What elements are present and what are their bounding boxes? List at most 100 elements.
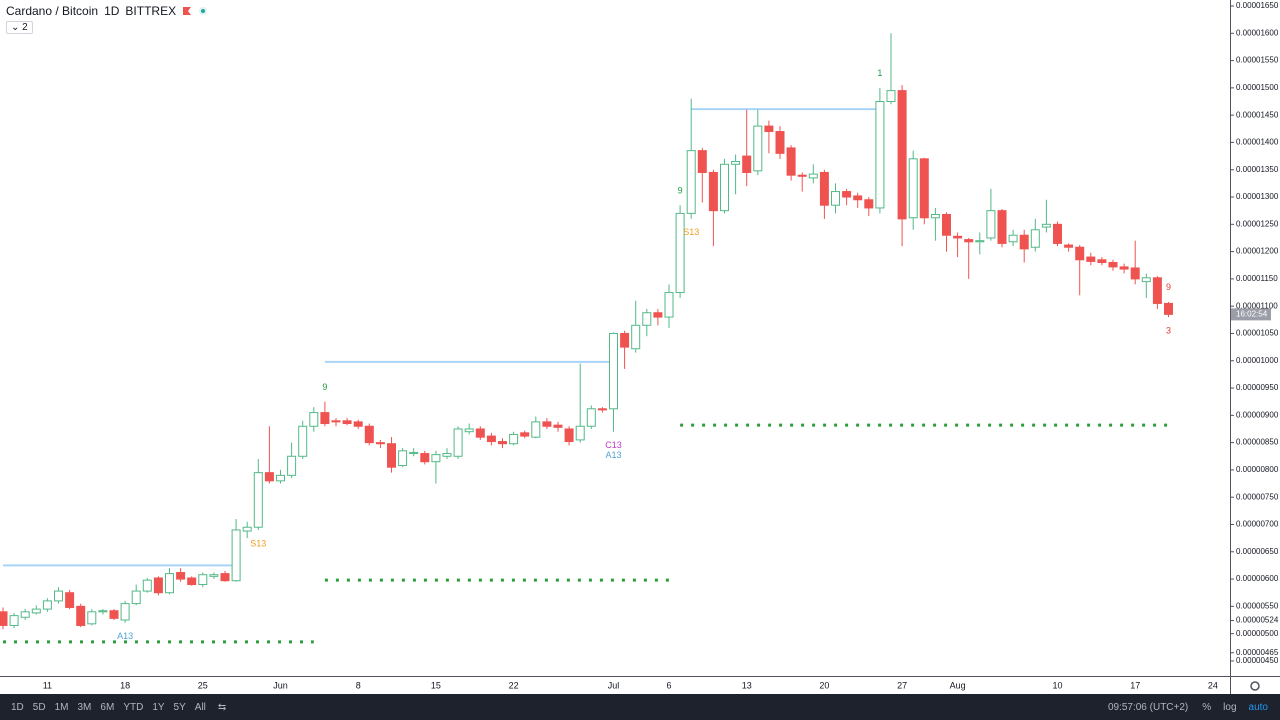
exchange: BITTREX (125, 4, 177, 18)
candle-body (375, 442, 385, 445)
candle-body (708, 171, 718, 212)
range-button[interactable]: 1M (54, 701, 69, 713)
candle-body (65, 592, 75, 608)
candle-body (1064, 244, 1074, 248)
candle-body (409, 451, 419, 455)
y-tick-label: 0.00001550 (1236, 56, 1279, 65)
candle-body (431, 454, 441, 463)
indicator-toggle[interactable]: ⌄ 2 (6, 21, 33, 34)
x-tick-label: 20 (819, 680, 829, 690)
candle-body (98, 610, 108, 613)
y-tick-label: 0.00001150 (1236, 274, 1278, 283)
candle-body (1164, 302, 1173, 315)
compare-icon[interactable]: ⇆ (217, 701, 227, 713)
x-tick-label: 10 (1052, 680, 1062, 690)
x-tick-label: 17 (1130, 680, 1140, 690)
candle-body (198, 574, 208, 586)
y-tick-label: 0.00000750 (1236, 492, 1279, 501)
candle-body (364, 425, 374, 444)
y-tick-label: 0.00001300 (1236, 192, 1279, 201)
candle-body (1019, 234, 1029, 250)
candle-body (1097, 259, 1107, 264)
range-button[interactable]: 1D (11, 701, 24, 713)
status-dot (199, 7, 208, 15)
y-tick-label: 0.00000650 (1236, 547, 1279, 556)
candle-body (1152, 277, 1162, 304)
y-tick-label: 0.00001400 (1236, 138, 1279, 147)
y-tick-label: 0.00001650 (1236, 1, 1279, 10)
scale-button[interactable]: log (1223, 701, 1237, 713)
countdown: 16:02:54 (1236, 309, 1268, 318)
y-tick-label: 0.00000900 (1236, 410, 1279, 419)
y-tick-label: 0.00001250 (1236, 219, 1279, 228)
range-button[interactable]: All (194, 701, 206, 713)
y-tick-label: 0.00001500 (1236, 83, 1279, 92)
y-tick-label: 0.00000550 (1236, 601, 1279, 610)
x-tick-label: 24 (1208, 680, 1218, 690)
range-button[interactable]: 5D (32, 701, 46, 713)
range-button[interactable]: YTD (123, 701, 144, 713)
scale-button[interactable]: auto (1248, 701, 1268, 713)
candle-body (231, 529, 241, 582)
y-tick-label: 0.00001600 (1236, 28, 1279, 37)
indicator-count: 2 (22, 22, 28, 33)
y-tick-label: 0.00000700 (1236, 520, 1279, 529)
x-tick-label: 18 (120, 680, 130, 690)
interval: 1D (104, 4, 120, 18)
scale-buttons: % log auto (1202, 702, 1268, 713)
candle-body (176, 572, 186, 580)
y-tick-label: 0.00000600 (1236, 574, 1279, 583)
clock: 09:57:06 (UTC+2) (1107, 701, 1189, 713)
candle-body (531, 421, 541, 438)
candle-body (1075, 246, 1085, 261)
candle-body (597, 408, 607, 411)
candle-body (453, 428, 463, 457)
candle-body (908, 158, 918, 219)
gear[interactable] (1250, 681, 1260, 691)
candle-body (486, 435, 496, 443)
range-button[interactable]: 6M (100, 701, 115, 713)
settings-icon[interactable] (1250, 681, 1260, 691)
candle-body (342, 420, 352, 425)
candle-body (919, 158, 929, 219)
range-buttons: 1D 5D 1M 3M 6M YTD 1Y 5Y All (11, 702, 206, 713)
candle-body (853, 195, 863, 201)
annotation: S13 (683, 227, 699, 237)
x-tick-label: 6 (666, 680, 671, 690)
candle-body (964, 239, 974, 243)
range-button[interactable]: 3M (77, 701, 92, 713)
candle-body (831, 191, 840, 206)
candle-body (253, 472, 263, 528)
candle-body (864, 199, 874, 209)
range-button[interactable]: 1Y (152, 701, 165, 713)
candle-body (287, 455, 297, 476)
y-tick-label: 0.00001450 (1236, 110, 1279, 119)
y-tick-label: 0.00001200 (1236, 247, 1279, 256)
candle-body (942, 213, 951, 236)
candle-body (930, 213, 940, 219)
annotation: S13 (250, 538, 266, 548)
candle-body (808, 173, 818, 179)
candle-body (520, 432, 530, 437)
y-tick-label: 0.00000950 (1236, 383, 1279, 392)
candle-body (54, 590, 63, 602)
candle-body (686, 150, 696, 214)
candle-body (387, 443, 396, 468)
candle-body (586, 408, 596, 427)
candle-body (264, 472, 274, 482)
scale-button[interactable]: % (1202, 701, 1212, 713)
candle-body (697, 150, 707, 173)
flag-icon[interactable] (182, 6, 192, 16)
candle-body (797, 174, 807, 177)
candle-body (897, 90, 907, 220)
candle-body (209, 574, 219, 577)
candle-body (664, 292, 674, 318)
y-tick-label: 0.00001000 (1236, 356, 1279, 365)
candle-body (1108, 262, 1118, 268)
y-tick-label: 0.00000850 (1236, 438, 1279, 447)
candle-body (0, 611, 8, 626)
candle-body (498, 441, 507, 445)
range-button[interactable]: 5Y (173, 701, 186, 713)
candle-body (764, 125, 774, 133)
